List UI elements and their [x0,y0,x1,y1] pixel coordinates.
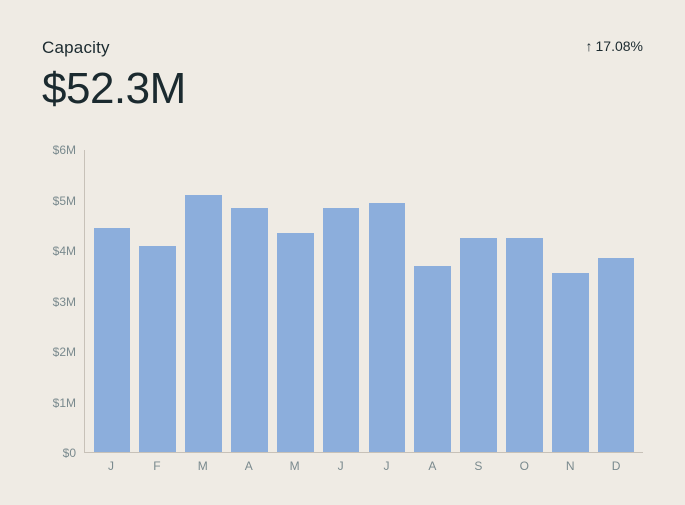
x-tick-label: M [180,453,226,475]
bar [598,258,635,452]
bar-slot [456,150,502,452]
plot-area [84,150,643,453]
bar-slot [272,150,318,452]
bar [277,233,314,452]
bar [231,208,268,452]
bar [414,266,451,452]
card-value: $52.3M [42,64,186,114]
x-tick-label: A [226,453,272,475]
x-tick-label: N [547,453,593,475]
bar-slot [364,150,410,452]
card-title: Capacity [42,38,186,58]
x-tick-label: D [593,453,639,475]
bars-container [85,150,643,452]
bar-slot [547,150,593,452]
bar [552,273,589,452]
bar [185,195,222,452]
x-tick-label: F [134,453,180,475]
trend-indicator: ↑ 17.08% [586,38,643,54]
trend-value: 17.08% [596,38,643,54]
capacity-chart: $0$1M$2M$3M$4M$5M$6M JFMAMJJASOND [42,150,643,475]
bar-slot [226,150,272,452]
x-tick-label: J [88,453,134,475]
bar [139,246,176,452]
arrow-up-icon: ↑ [586,39,593,53]
bar-slot [181,150,227,452]
bar-slot [410,150,456,452]
x-tick-label: A [409,453,455,475]
card-header: Capacity $52.3M ↑ 17.08% [42,38,643,114]
y-tick-label: $4M [53,244,76,258]
bar-slot [135,150,181,452]
x-tick-label: S [455,453,501,475]
x-tick-label: J [364,453,410,475]
y-tick-label: $1M [53,396,76,410]
y-tick-label: $2M [53,345,76,359]
bar-slot [318,150,364,452]
capacity-card: Capacity $52.3M ↑ 17.08% $0 $1M $2M $3M $4M $… [0,0,685,505]
y-tick-label: $3M [53,295,76,309]
x-axis: JFMAMJJASOND [84,453,643,475]
bar-slot [593,150,639,452]
bar [94,228,131,452]
x-tick-label: J [318,453,364,475]
bar [460,238,497,452]
x-tick-label: M [272,453,318,475]
bar [323,208,360,452]
card-title-block: Capacity $52.3M [42,38,186,114]
bar [506,238,543,452]
y-tick-label: $6M [53,143,76,157]
bar-slot [89,150,135,452]
x-tick-label: O [501,453,547,475]
y-axis: $0$1M$2M$3M$4M$5M$6M [42,150,82,453]
bar-slot [501,150,547,452]
bar [369,203,406,452]
y-tick-label: $5M [53,194,76,208]
y-tick-label: $0 [63,446,76,460]
